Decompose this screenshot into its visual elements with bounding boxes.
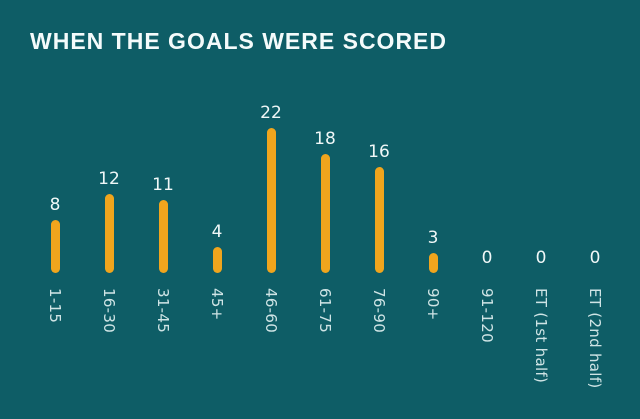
x-tick-label: ET (1st half) — [532, 288, 550, 384]
bar-value-label: 0 — [481, 248, 493, 268]
x-tick-label: 76-90 — [370, 288, 388, 334]
bar — [428, 253, 438, 273]
bar-value-label: 16 — [368, 142, 390, 162]
x-tick-label: 90+ — [424, 288, 442, 321]
x-tick-label: 46-60 — [262, 288, 280, 334]
bar-value-label: 12 — [98, 169, 120, 189]
bar-value-label: 18 — [314, 129, 336, 149]
x-tick-label: ET (2nd half) — [586, 288, 604, 389]
x-tick-label: 16-30 — [100, 288, 118, 334]
chart-title: WHEN THE GOALS WERE SCORED — [30, 28, 448, 54]
bar-value-label: 0 — [535, 248, 547, 268]
bar — [50, 220, 60, 273]
bar-value-label: 11 — [152, 175, 174, 195]
bar-value-label: 3 — [427, 228, 439, 248]
x-tick-label: 61-75 — [316, 288, 334, 334]
x-tick-label: 31-45 — [154, 288, 172, 334]
bar — [320, 154, 330, 273]
bar — [266, 128, 276, 273]
x-tick-label: 1-15 — [46, 288, 64, 324]
bar-value-label: 0 — [589, 248, 601, 268]
x-tick-label: 45+ — [208, 288, 226, 321]
bar-value-label: 22 — [260, 103, 282, 123]
bar-value-label: 8 — [49, 195, 61, 215]
bar-value-label: 4 — [211, 222, 223, 242]
bar — [158, 200, 168, 273]
bar — [104, 194, 114, 273]
bar — [212, 247, 222, 273]
x-tick-label: 91-120 — [478, 288, 496, 343]
bar — [374, 167, 384, 273]
